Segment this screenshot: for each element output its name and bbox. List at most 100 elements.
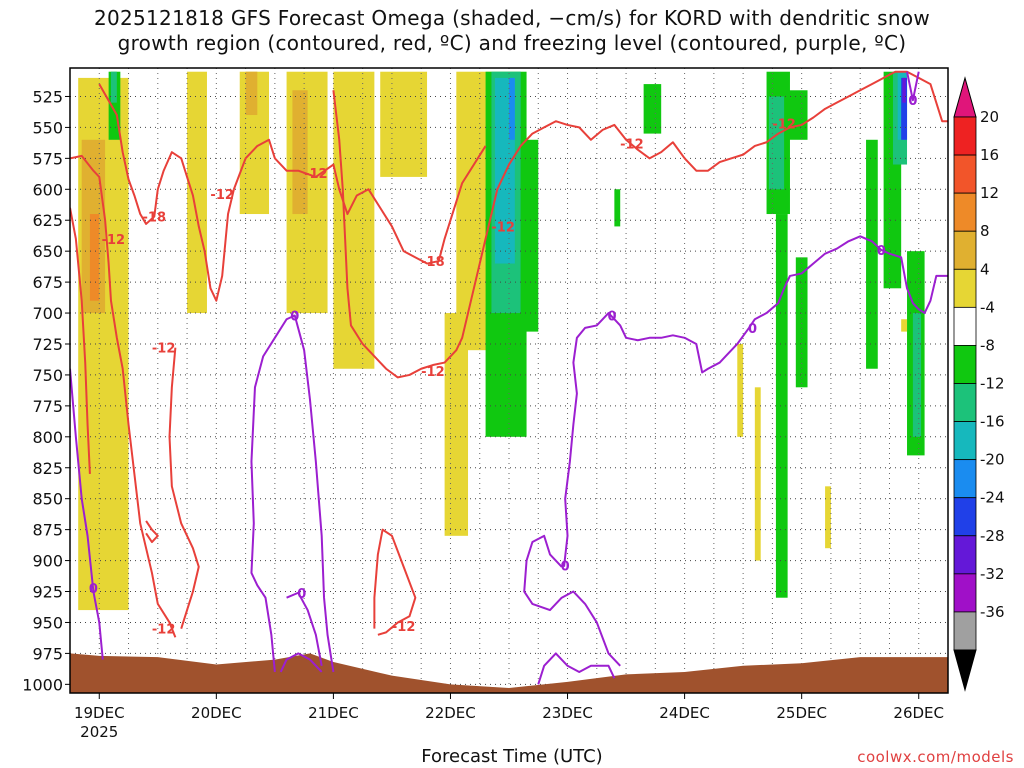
colorbar-label: -28 <box>980 527 1005 545</box>
colorbar-bottom-arrow <box>953 649 977 692</box>
y-tick-label: 775 <box>32 397 63 416</box>
y-tick-label: 875 <box>32 521 63 540</box>
colorbar-top-arrow <box>953 76 977 118</box>
colorbar-label: -36 <box>980 603 1005 621</box>
omega-shade-37 <box>901 319 908 332</box>
colorbar-bin-12 <box>953 573 977 613</box>
red-contour-label-6: -12 <box>421 365 445 380</box>
colorbar-bin-0 <box>953 116 977 156</box>
freezing-contour-5 <box>523 534 621 667</box>
y-tick-label: 650 <box>32 242 63 261</box>
chart-title-line-2: growth region (contoured, red, ºC) and f… <box>117 31 907 55</box>
y-tick-label: 975 <box>32 644 63 663</box>
omega-shade-34 <box>902 77 906 103</box>
dgz-contour-4 <box>168 347 200 629</box>
colorbar-bin-10 <box>953 497 977 537</box>
omega-shade-27 <box>795 257 808 388</box>
omega-shade-24 <box>768 96 785 190</box>
red-contour-label-7: -12 <box>491 220 515 235</box>
terrain-fill <box>70 653 948 693</box>
y-tick-label: 550 <box>32 118 63 137</box>
x-axis-title: Forecast Time (UTC) <box>421 746 603 767</box>
omega-shade-5 <box>187 71 207 314</box>
colorbar-bin-7 <box>953 383 977 422</box>
y-tick-label: 575 <box>32 149 63 168</box>
freezing-contour-4 <box>537 652 616 685</box>
freezing-contour-3 <box>286 591 323 666</box>
red-contour-label-2: -12 <box>210 188 234 203</box>
omega-shade-18 <box>520 139 539 332</box>
y-tick-label: 625 <box>32 211 63 230</box>
y-tick-label: 525 <box>32 87 63 106</box>
y-tick-label: 675 <box>32 273 63 292</box>
plot-frame <box>69 67 949 694</box>
dgz-contour-2 <box>98 83 235 302</box>
purple-contour-label-0: 0 <box>89 582 98 597</box>
dgz-contour-1 <box>70 207 91 474</box>
colorbar-label: -12 <box>980 375 1005 393</box>
colorbar-label: 20 <box>980 108 999 126</box>
red-contour-label-9: -12 <box>772 118 796 133</box>
colorbar-label: -16 <box>980 413 1005 431</box>
colorbar-label: -32 <box>980 565 1005 583</box>
y-tick-label: 825 <box>32 459 63 478</box>
freezing-contour-0 <box>70 368 104 660</box>
omega-shade-33 <box>901 77 908 140</box>
omega-shade-9 <box>292 90 308 215</box>
x-tick-label: 26DEC <box>893 704 944 722</box>
colorbar-bin-5 <box>953 306 977 346</box>
y-tick-label: 725 <box>32 335 63 354</box>
x-tick-label: 19DEC <box>74 704 125 722</box>
freezing-contour-6 <box>563 235 948 567</box>
site-credit: coolwx.com/models <box>857 748 1014 766</box>
y-tick-label: 950 <box>32 613 63 632</box>
colorbar-bin-2 <box>953 192 977 232</box>
dgz-contour-5 <box>332 70 948 379</box>
y-tick-label: 600 <box>32 180 63 199</box>
freezing-contour-1 <box>250 314 335 673</box>
omega-shade-4 <box>110 71 117 103</box>
colorbar-label: 8 <box>980 222 990 240</box>
dgz-contour-7 <box>373 528 417 636</box>
red-contour-label-4: -12 <box>152 342 176 357</box>
purple-contour-label-3: 0 <box>561 560 570 575</box>
omega-shade-7 <box>245 71 258 116</box>
purple-contour-label-4: 0 <box>607 310 616 325</box>
x-tick-label: 24DEC <box>659 704 710 722</box>
y-tick-label: 1000 <box>22 675 63 694</box>
red-contour-label-5: -18 <box>421 255 445 270</box>
freezing-contour-7 <box>906 71 920 102</box>
omega-shade-13 <box>444 313 469 536</box>
colorbar-bin-9 <box>953 459 977 499</box>
year-label: 2025 <box>80 723 118 741</box>
colorbar-label: 12 <box>980 184 999 202</box>
colorbar-label: -20 <box>980 451 1005 469</box>
y-tick-label: 700 <box>32 304 63 323</box>
omega-shade-17 <box>509 77 515 140</box>
omega-shade-3 <box>108 71 121 140</box>
omega-shade-11 <box>380 71 428 177</box>
colorbar-bin-3 <box>953 230 977 270</box>
red-contour-label-8: -12 <box>620 137 644 152</box>
red-contour-label-0: -12 <box>102 233 126 248</box>
colorbar-bin-1 <box>953 154 977 194</box>
y-tick-label: 750 <box>32 366 63 385</box>
y-tick-label: 900 <box>32 552 63 571</box>
omega-shade-29 <box>866 139 878 369</box>
y-tick-label: 850 <box>32 490 63 509</box>
x-tick-label: 25DEC <box>776 704 827 722</box>
freezing-contour-2 <box>279 652 323 673</box>
omega-shade-28 <box>825 486 831 549</box>
x-tick-label: 23DEC <box>542 704 593 722</box>
colorbar-bin-11 <box>953 535 977 575</box>
colorbar-bin-8 <box>953 421 977 461</box>
purple-contour-label-7: 0 <box>908 94 917 109</box>
colorbar-bin-4 <box>953 268 977 308</box>
omega-shade-26 <box>775 214 788 598</box>
colorbar-bin-6 <box>953 345 977 384</box>
dgz-contour-0 <box>70 154 177 638</box>
colorbar-label: 16 <box>980 146 999 164</box>
purple-contour-label-2: 0 <box>297 587 306 602</box>
purple-contour-label-6: 0 <box>877 244 886 259</box>
